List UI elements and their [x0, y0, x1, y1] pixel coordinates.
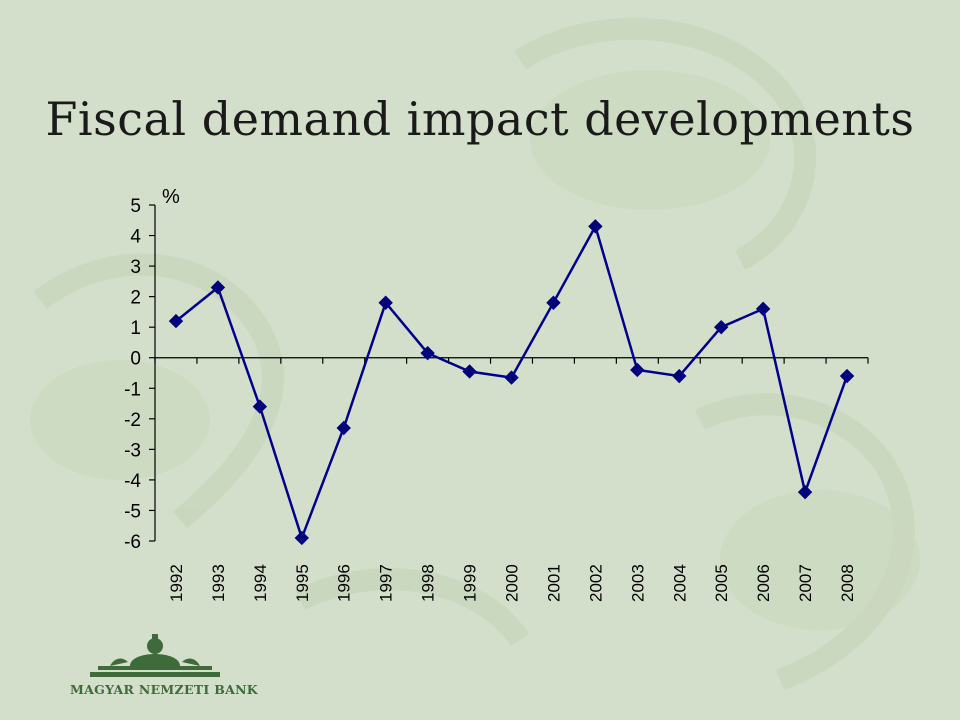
x-tick-label: 2004 [670, 564, 689, 602]
y-tick-label: -1 [124, 379, 141, 400]
x-tick-label: 1992 [167, 564, 186, 602]
data-point [210, 280, 226, 295]
x-tick-label: 2002 [586, 564, 605, 602]
y-tick-label: 0 [130, 349, 141, 370]
y-tick-label: -5 [124, 501, 141, 522]
x-tick-label: 1995 [293, 564, 312, 602]
x-tick-label: 1998 [419, 564, 438, 602]
y-unit-label: % [162, 186, 180, 208]
bank-logo: MAGYAR NEMZETI BANK [70, 632, 258, 702]
data-point [336, 420, 351, 436]
data-point [797, 484, 813, 500]
series-markers [168, 219, 855, 546]
data-point [588, 219, 603, 234]
x-tick-label: 2006 [754, 564, 773, 602]
data-point [546, 295, 561, 310]
y-tick-label: 5 [130, 196, 141, 217]
x-tick-label: 2005 [712, 564, 731, 602]
y-tick-label: -2 [124, 410, 141, 431]
logo-text: MAGYAR NEMZETI BANK [70, 682, 258, 697]
data-point [504, 370, 519, 385]
y-tick-label: 3 [130, 257, 141, 278]
chart-tick-labels: 5 4 3 2 1 0 -1 -2 -3 -4 -5 -6 1992 1993 1994 1995 1996 19… [124, 196, 857, 602]
data-point [839, 368, 855, 384]
data-point [294, 530, 310, 546]
data-point [420, 345, 435, 361]
data-point [462, 364, 477, 379]
data-point [713, 319, 729, 335]
x-tick-label: 2007 [796, 564, 815, 602]
data-point [378, 295, 393, 310]
x-tick-label: 2008 [838, 564, 857, 602]
slide-title: Fiscal demand impact developments [45, 92, 915, 146]
data-point [252, 399, 268, 414]
y-tick-label: -4 [124, 471, 141, 492]
chart-axes [149, 204, 869, 542]
x-tick-label: 1999 [461, 564, 480, 602]
data-point [168, 313, 184, 329]
x-tick-label: 1996 [335, 564, 354, 602]
y-tick-label: -3 [124, 440, 141, 461]
x-tick-label: 2000 [503, 564, 522, 602]
x-tick-label: 1993 [209, 564, 228, 602]
x-tick-label: 2001 [544, 564, 563, 602]
data-point [630, 362, 645, 378]
y-tick-label: -6 [124, 532, 141, 553]
data-point [672, 368, 687, 384]
x-tick-label: 1994 [251, 564, 270, 602]
data-point [755, 301, 771, 317]
y-tick-label: 2 [130, 288, 141, 309]
x-tick-label: 1997 [377, 564, 396, 602]
x-tick-label: 2003 [628, 564, 647, 602]
y-tick-label: 4 [130, 227, 141, 248]
crest-icon [90, 634, 220, 677]
y-tick-label: 1 [130, 318, 141, 339]
